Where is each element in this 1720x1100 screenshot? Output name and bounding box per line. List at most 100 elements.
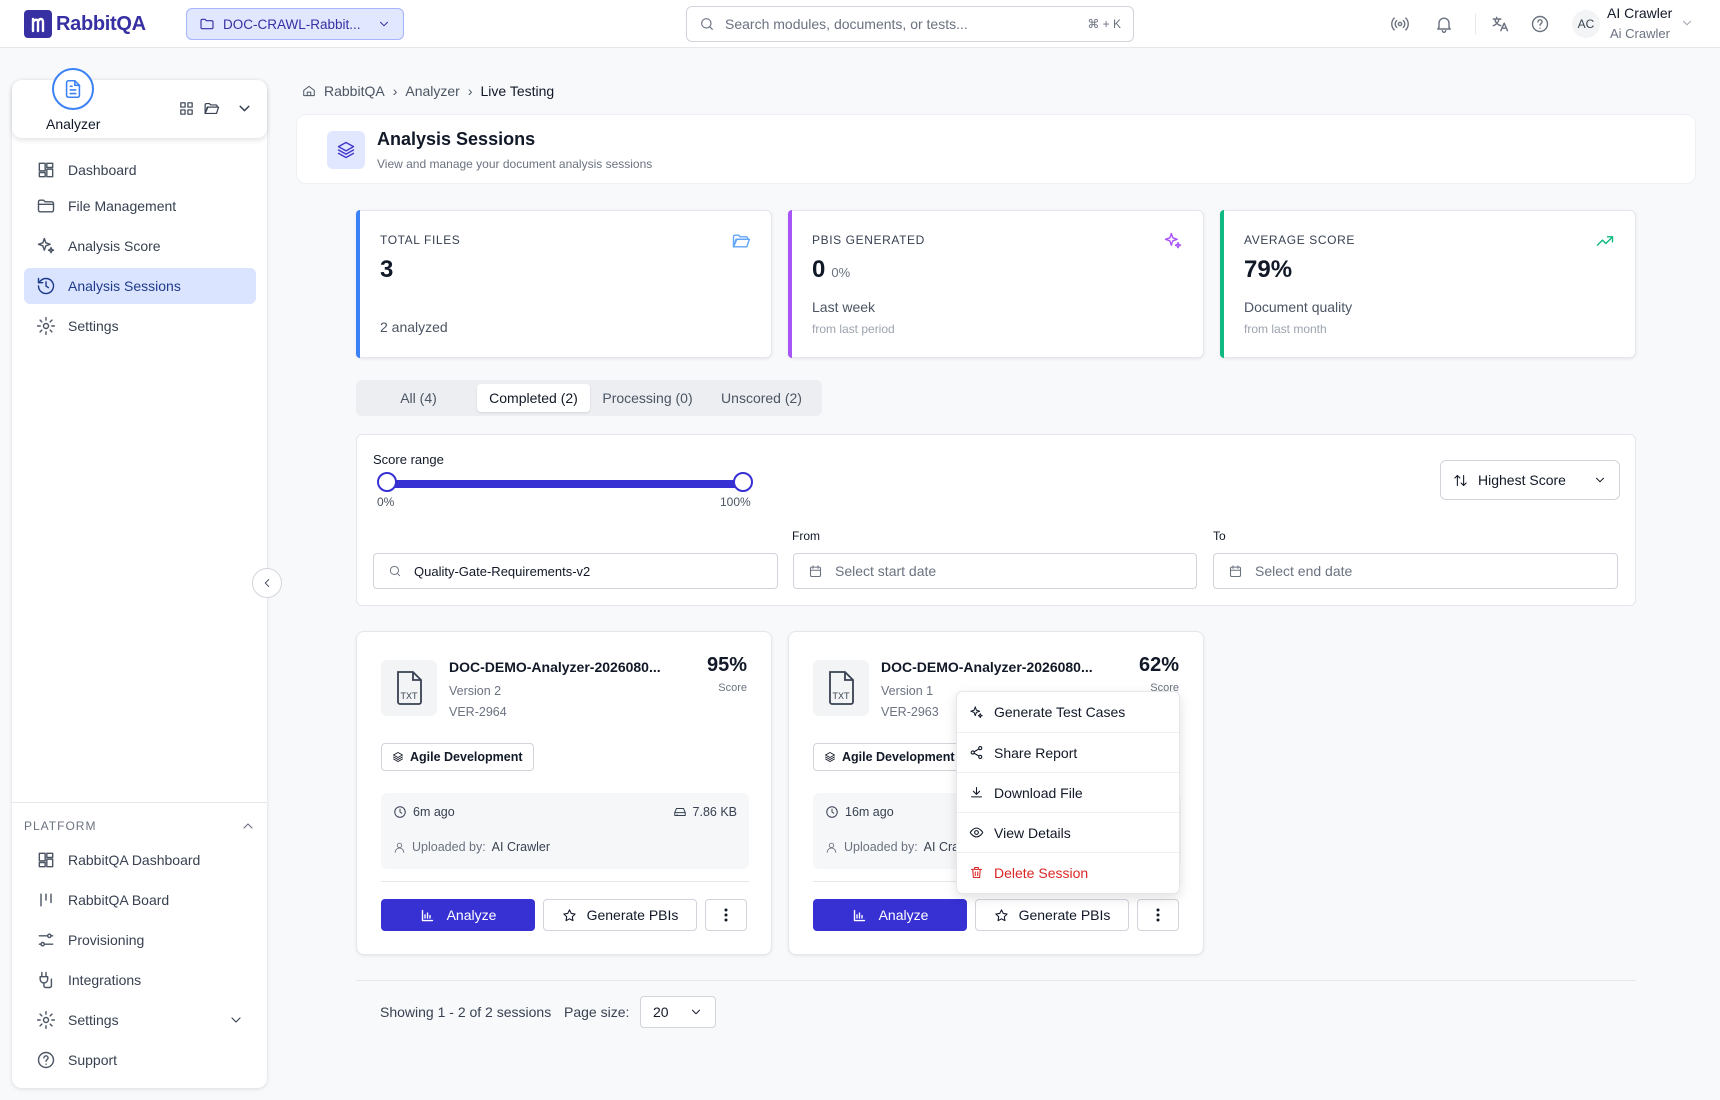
menu-item-generate-test-cases[interactable]: Generate Test Cases xyxy=(957,692,1179,732)
stat-accent xyxy=(788,210,792,358)
score-min-handle[interactable] xyxy=(377,472,397,492)
analyze-button[interactable]: Analyze xyxy=(813,899,967,931)
grid-icon xyxy=(38,852,54,868)
score-value: 62% xyxy=(1138,654,1179,676)
score-max-handle[interactable] xyxy=(733,472,753,492)
svg-text:TXT: TXT xyxy=(401,691,419,701)
search-placeholder: Search modules, documents, or tests... xyxy=(725,16,968,32)
global-search[interactable]: Search modules, documents, or tests... ⌘… xyxy=(686,6,1134,42)
search-input[interactable]: Quality-Gate-Requirements-v2 xyxy=(373,553,778,589)
sparkle-icon xyxy=(1164,232,1182,249)
collapse-sidebar-button[interactable] xyxy=(252,568,282,598)
platform-section-header[interactable]: PLATFORM xyxy=(24,818,256,834)
language-icon[interactable] xyxy=(1490,14,1510,34)
stat-subcaption: from last month xyxy=(1244,322,1327,336)
file-name[interactable]: DOC-DEMO-Analyzer-2026080... xyxy=(449,659,661,675)
sidebar-item-rabbitqa-dashboard[interactable]: RabbitQA Dashboard xyxy=(24,842,256,878)
category-tag: Agile Development xyxy=(381,743,534,771)
search-icon xyxy=(389,565,401,577)
sidebar: Analyzer Dashboard File Management Analy… xyxy=(12,68,267,1088)
sort-select[interactable]: Highest Score xyxy=(1440,460,1620,500)
sidebar-item-analysis-score[interactable]: Analysis Score xyxy=(24,228,256,264)
divider xyxy=(12,802,267,803)
sort-value: Highest Score xyxy=(1478,472,1566,488)
sidebar-item-label: File Management xyxy=(68,198,177,214)
broadcast-icon[interactable] xyxy=(1390,14,1410,34)
menu-item-view-details[interactable]: View Details xyxy=(957,812,1179,852)
uploaded-time: 6m ago xyxy=(393,805,455,819)
chevron-up-icon[interactable] xyxy=(240,818,256,834)
sidebar-item-settings[interactable]: Settings xyxy=(24,308,256,344)
chevron-down-icon[interactable] xyxy=(236,100,253,117)
page-size-select[interactable]: 20 xyxy=(640,996,716,1028)
trending-up-icon xyxy=(1596,236,1614,246)
apps-grid-icon[interactable] xyxy=(178,100,195,117)
bell-icon[interactable] xyxy=(1434,14,1454,34)
tab-completed[interactable]: Completed (2) xyxy=(476,384,590,412)
tab-processing[interactable]: Processing (0) xyxy=(602,390,693,406)
tab-unscored[interactable]: Unscored (2) xyxy=(721,390,802,406)
help-icon[interactable] xyxy=(1530,14,1550,34)
tab-all[interactable]: All (4) xyxy=(400,390,437,406)
breadcrumb-separator: › xyxy=(392,83,398,99)
module-switcher[interactable]: Analyzer xyxy=(12,68,267,138)
menu-item-delete-session[interactable]: Delete Session xyxy=(957,852,1179,892)
star-icon xyxy=(562,908,576,921)
user-role: Ai Crawler xyxy=(1610,26,1670,41)
breadcrumb-current: Live Testing xyxy=(480,83,555,99)
sidebar-item-platform-settings[interactable]: Settings xyxy=(24,1002,256,1038)
avatar[interactable]: AC xyxy=(1572,10,1600,38)
page-header: Analysis Sessions View and manage your d… xyxy=(296,114,1696,184)
sidebar-item-provisioning[interactable]: Provisioning xyxy=(24,922,256,958)
layers-icon xyxy=(825,752,835,762)
project-selector[interactable]: DOC-CRAWL-Rabbit... xyxy=(186,8,404,40)
kanban-icon xyxy=(40,893,52,907)
divider xyxy=(356,980,1636,981)
end-date-input[interactable]: Select end date xyxy=(1213,553,1618,589)
category-tag: Agile Development xyxy=(813,743,966,771)
more-actions-button[interactable] xyxy=(705,899,747,931)
help-icon xyxy=(37,1051,55,1069)
user-icon xyxy=(826,842,837,853)
menu-item-download-file[interactable]: Download File xyxy=(957,772,1179,812)
start-date-input[interactable]: Select start date xyxy=(793,553,1197,589)
sidebar-item-file-management[interactable]: File Management xyxy=(24,188,256,224)
menu-item-share-report[interactable]: Share Report xyxy=(957,732,1179,772)
sidebar-item-dashboard[interactable]: Dashboard xyxy=(24,152,256,188)
user-icon xyxy=(394,842,405,853)
file-version: Version 1 xyxy=(881,684,934,698)
sidebar-item-rabbitqa-board[interactable]: RabbitQA Board xyxy=(24,882,256,918)
star-icon xyxy=(994,908,1008,921)
analyze-button[interactable]: Analyze xyxy=(381,899,535,931)
score-range-track[interactable] xyxy=(387,480,743,488)
sort-arrows-icon xyxy=(1454,474,1467,486)
eye-icon xyxy=(969,827,984,838)
plug-icon xyxy=(39,971,53,989)
app-logo[interactable]: RabbitQA xyxy=(24,10,146,38)
sidebar-item-support[interactable]: Support xyxy=(24,1042,256,1078)
file-name[interactable]: DOC-DEMO-Analyzer-2026080... xyxy=(881,659,1093,675)
stat-caption: 2 analyzed xyxy=(380,319,448,335)
sidebar-item-integrations[interactable]: Integrations xyxy=(24,962,256,998)
sidebar-item-analysis-sessions[interactable]: Analysis Sessions xyxy=(24,268,256,304)
generate-pbis-button[interactable]: Generate PBIs xyxy=(543,899,697,931)
generate-pbis-button[interactable]: Generate PBIs xyxy=(975,899,1129,931)
from-label: From xyxy=(792,529,820,543)
bar-chart-icon xyxy=(853,909,865,921)
sidebar-item-label: Analysis Sessions xyxy=(68,278,181,294)
chevron-down-icon xyxy=(1596,477,1604,483)
user-name[interactable]: AI Crawler xyxy=(1607,5,1673,21)
breadcrumb-item[interactable]: RabbitQA xyxy=(324,83,385,99)
more-actions-button[interactable] xyxy=(1137,899,1179,931)
stat-card-average-score: AVERAGE SCORE 79% Document quality from … xyxy=(1220,210,1636,358)
score-label: Score xyxy=(718,682,747,694)
chevron-down-icon[interactable] xyxy=(1680,16,1694,30)
bar-chart-icon xyxy=(421,909,433,921)
home-icon[interactable] xyxy=(302,84,316,98)
breadcrumb-item[interactable]: Analyzer xyxy=(405,83,460,99)
trash-icon xyxy=(970,866,983,879)
session-card[interactable]: TXT DOC-DEMO-Analyzer-2026080... Version… xyxy=(356,631,772,955)
file-version: Version 2 xyxy=(449,684,502,698)
folder-open-icon[interactable] xyxy=(203,100,220,117)
chevron-down-icon[interactable] xyxy=(228,1012,244,1028)
